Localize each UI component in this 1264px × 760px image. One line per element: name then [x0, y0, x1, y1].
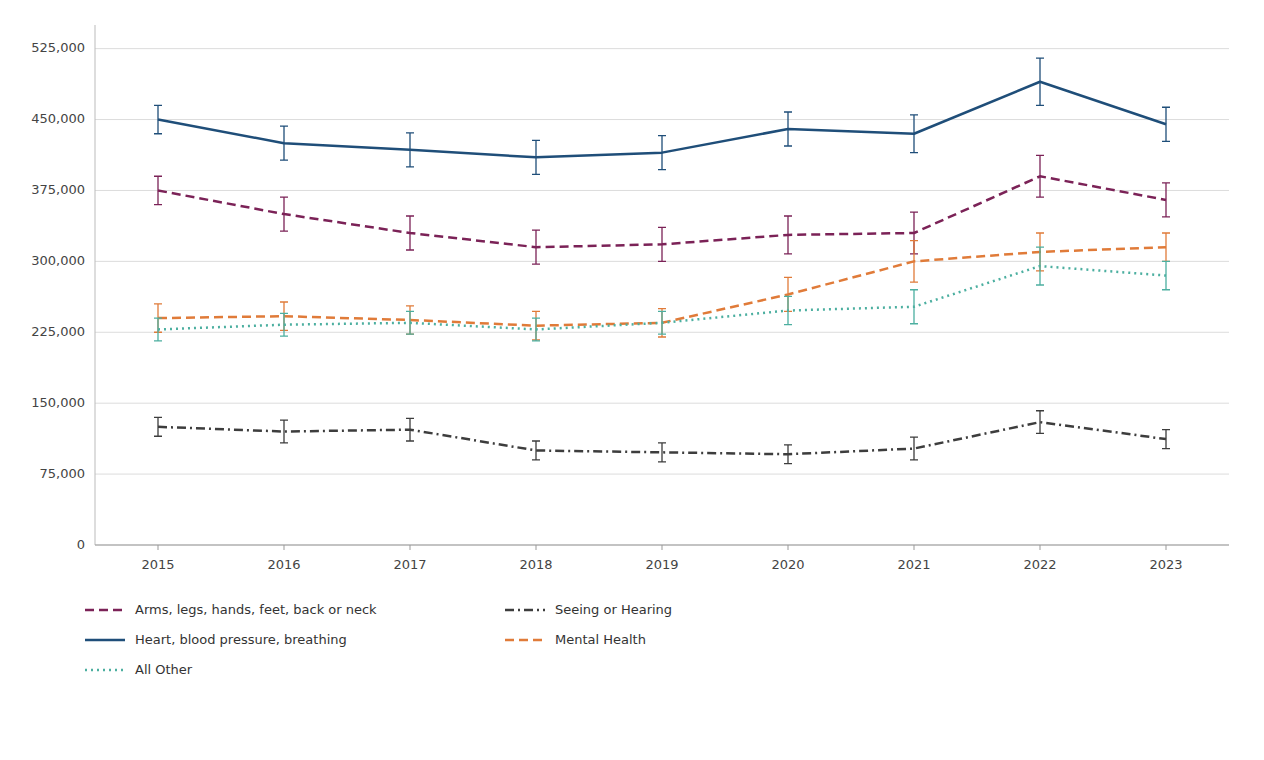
- x-tick: [410, 545, 411, 550]
- y-tick-label: 75,000: [40, 466, 86, 481]
- series-line: [158, 422, 1166, 454]
- x-tick: [1040, 545, 1041, 550]
- series-line: [158, 266, 1166, 329]
- grid-line: [95, 119, 1229, 120]
- legend-label: Arms, legs, hands, feet, back or neck: [135, 602, 377, 617]
- legend-label: Heart, blood pressure, breathing: [135, 632, 347, 647]
- x-tick-label: 2016: [267, 557, 300, 572]
- y-tick-label: 300,000: [31, 253, 85, 268]
- data: [154, 58, 1170, 464]
- x-tick-label: 2021: [897, 557, 930, 572]
- x-tick: [662, 545, 663, 550]
- y-axis-line: [95, 25, 96, 545]
- grid-line: [95, 403, 1229, 404]
- x-tick-label: 2019: [645, 557, 678, 572]
- legend-label: All Other: [135, 662, 193, 677]
- x-tick: [788, 545, 789, 550]
- series: [154, 233, 1170, 340]
- x-tick: [1166, 545, 1167, 550]
- y-tick-label: 450,000: [31, 111, 85, 126]
- grid-line: [95, 48, 1229, 49]
- x-tick: [914, 545, 915, 550]
- x-tick-label: 2018: [519, 557, 552, 572]
- legend-label: Seeing or Hearing: [555, 602, 672, 617]
- x-tick: [536, 545, 537, 550]
- legend-swatch: [505, 609, 545, 612]
- legend-swatch: [505, 639, 545, 642]
- axes: 0 75,000 150,000 225,000 300,000 375,000 450,0…: [31, 25, 1229, 572]
- legend-swatch: [85, 639, 125, 642]
- series-line: [158, 82, 1166, 158]
- legend-swatch: [85, 669, 125, 672]
- grid-line: [95, 190, 1229, 191]
- legend-label: Mental Health: [555, 632, 646, 647]
- x-tick-label: 2017: [393, 557, 426, 572]
- x-tick: [158, 545, 159, 550]
- legend: Arms, legs, hands, feet, back or neck See…: [85, 602, 672, 677]
- x-tick-label: 2020: [771, 557, 804, 572]
- series: [154, 411, 1170, 464]
- y-tick-label: 225,000: [31, 324, 85, 339]
- error-bar: [1162, 261, 1170, 289]
- series: [154, 58, 1170, 174]
- grid-line: [95, 474, 1229, 475]
- x-tick-label: 2023: [1149, 557, 1182, 572]
- legend-swatch: [85, 609, 125, 612]
- error-bar: [1036, 411, 1044, 434]
- x-tick: [284, 545, 285, 550]
- y-tick-label: 375,000: [31, 182, 85, 197]
- series: [154, 155, 1170, 264]
- series: [154, 247, 1170, 341]
- y-tick-label: 0: [77, 537, 85, 552]
- x-tick-label: 2022: [1023, 557, 1056, 572]
- chart: 0 75,000 150,000 225,000 300,000 375,000 450,0…: [0, 0, 1264, 760]
- series-line: [158, 176, 1166, 247]
- y-tick-label: 525,000: [31, 40, 85, 55]
- y-tick-label: 150,000: [31, 395, 85, 410]
- x-tick-label: 2015: [141, 557, 174, 572]
